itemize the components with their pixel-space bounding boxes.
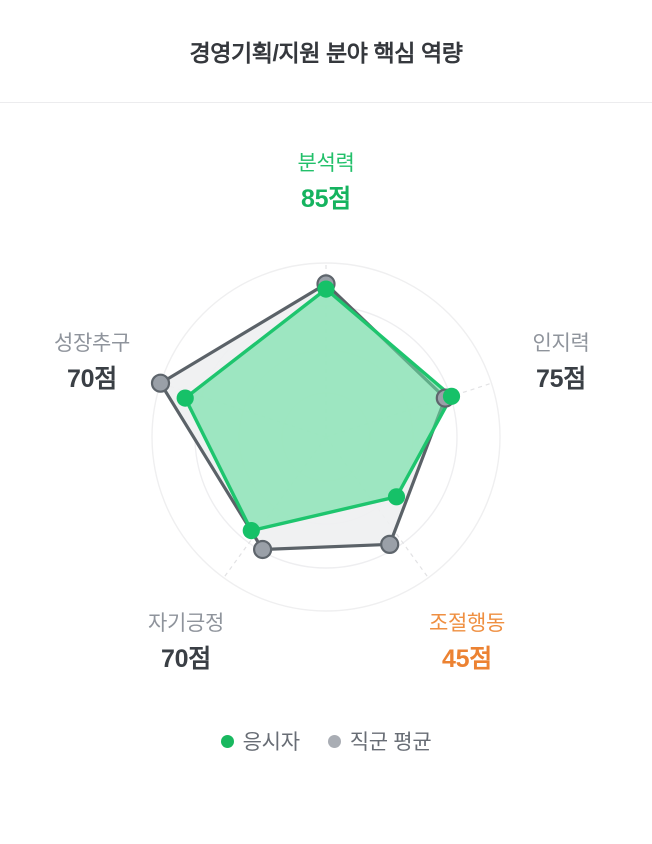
axis-label-selfaffirmation-name: 자기긍정 bbox=[147, 612, 225, 635]
chart-legend: 응시자 직군 평균 bbox=[0, 726, 652, 756]
radar-chart-area: 분석력 85점 인지력 75점 조절행동 45점 자기긍정 70점 성장추구 7… bbox=[0, 103, 652, 723]
axis-label-cognition-score: 75점 bbox=[536, 365, 586, 394]
card-header: 경영기획/지원 분야 핵심 역량 bbox=[0, 0, 652, 103]
axis-label-growth-name: 성장추구 bbox=[53, 332, 131, 355]
legend-dot-icon-average bbox=[327, 734, 341, 748]
axis-label-growth-score: 70점 bbox=[67, 365, 117, 394]
axis-label-regulation-score: 45점 bbox=[442, 645, 492, 674]
axis-label-analysis-score: 85점 bbox=[301, 185, 351, 214]
avg-point-regulation[interactable] bbox=[380, 534, 400, 554]
legend-label-examinee: 응시자 bbox=[242, 731, 300, 754]
score-point-regulation[interactable] bbox=[387, 488, 406, 506]
axis-label-selfaffirmation-score: 70점 bbox=[161, 645, 211, 674]
score-point-cognition[interactable] bbox=[442, 387, 461, 405]
axis-label-cognition: 인지력 75점 bbox=[466, 331, 652, 396]
axis-label-cognition-name: 인지력 bbox=[532, 332, 590, 355]
axis-label-regulation: 조절행동 45점 bbox=[372, 611, 562, 676]
score-point-selfaffirm[interactable] bbox=[242, 522, 260, 540]
legend-dot-icon-examinee bbox=[220, 734, 234, 748]
series-points-examinee bbox=[176, 280, 461, 540]
score-point-growth[interactable] bbox=[176, 389, 194, 407]
grid-ring-4 bbox=[151, 262, 501, 612]
legend-label-average: 직군 평균 bbox=[349, 731, 432, 754]
avg-point-selfaffirm[interactable] bbox=[253, 539, 273, 560]
page-title: 경영기획/지원 분야 핵심 역량 bbox=[189, 40, 463, 66]
spoke-selfaffirm bbox=[223, 436, 327, 579]
legend-item-examinee[interactable]: 응시자 bbox=[220, 726, 300, 756]
axis-label-selfaffirmation: 자기긍정 70점 bbox=[91, 611, 281, 676]
legend-item-average[interactable]: 직군 평균 bbox=[327, 726, 432, 756]
series-polygon-examinee bbox=[183, 287, 454, 533]
axis-label-regulation-name: 조절행동 bbox=[428, 612, 506, 635]
score-point-analysis[interactable] bbox=[317, 280, 335, 298]
spoke-regulation bbox=[325, 436, 429, 579]
radar-chart-svg bbox=[150, 262, 501, 612]
axis-label-analysis: 분석력 85점 bbox=[231, 151, 421, 216]
avg-point-growth[interactable] bbox=[150, 373, 171, 393]
spoke-cognition bbox=[325, 382, 492, 438]
axis-label-analysis-name: 분석력 bbox=[297, 152, 355, 175]
axis-label-growth: 성장추구 70점 bbox=[0, 331, 187, 396]
